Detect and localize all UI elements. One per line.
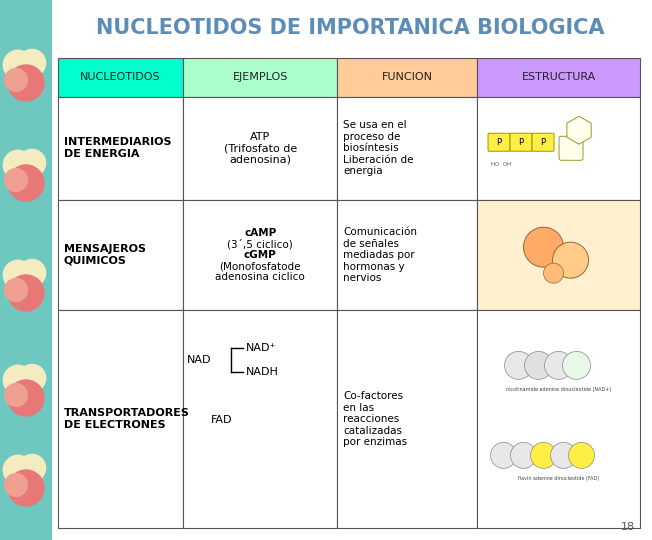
Circle shape <box>4 68 28 92</box>
Bar <box>58 97 183 200</box>
Text: HO  OH: HO OH <box>491 162 511 167</box>
Text: P: P <box>496 138 501 147</box>
Circle shape <box>18 259 46 287</box>
Text: cGMP: cGMP <box>244 250 276 260</box>
Text: cAMP: cAMP <box>244 228 276 238</box>
Circle shape <box>4 383 28 407</box>
Text: P: P <box>541 138 546 147</box>
Circle shape <box>563 352 591 380</box>
Bar <box>337 200 477 310</box>
Text: NAD⁺: NAD⁺ <box>246 343 276 353</box>
FancyBboxPatch shape <box>559 136 583 160</box>
Circle shape <box>544 352 572 380</box>
Bar <box>477 200 640 310</box>
Bar <box>477 97 640 200</box>
Circle shape <box>3 260 33 291</box>
Bar <box>183 310 337 528</box>
Circle shape <box>7 379 45 417</box>
Text: NUCLEOTIDOS DE IMPORTANICA BIOLOGICA: NUCLEOTIDOS DE IMPORTANICA BIOLOGICA <box>96 18 604 38</box>
Circle shape <box>511 442 537 468</box>
FancyBboxPatch shape <box>488 133 510 151</box>
Text: flavin adenine dinucleotide (FAD): flavin adenine dinucleotide (FAD) <box>518 476 599 481</box>
Text: INTERMEDIARIOS
DE ENERGIA: INTERMEDIARIOS DE ENERGIA <box>64 138 171 159</box>
Circle shape <box>550 442 576 468</box>
Text: nicotinamide adenine dinucleotide (NAD+): nicotinamide adenine dinucleotide (NAD+) <box>506 387 611 392</box>
Text: Se usa en el
proceso de
biosíntesis
Liberación de
energia: Se usa en el proceso de biosíntesis Libe… <box>344 120 414 177</box>
Circle shape <box>505 352 533 380</box>
Circle shape <box>18 148 46 177</box>
FancyBboxPatch shape <box>510 133 532 151</box>
Circle shape <box>490 442 516 468</box>
Circle shape <box>4 473 28 497</box>
Circle shape <box>18 454 46 482</box>
Circle shape <box>3 150 33 180</box>
Circle shape <box>3 364 33 395</box>
Circle shape <box>7 274 45 312</box>
Text: NAD: NAD <box>186 355 211 366</box>
Circle shape <box>4 278 28 302</box>
Circle shape <box>524 227 563 267</box>
Text: NUCLEOTIDOS: NUCLEOTIDOS <box>80 72 161 82</box>
Circle shape <box>3 455 33 485</box>
Text: EJEMPLOS: EJEMPLOS <box>233 72 288 82</box>
Circle shape <box>7 164 45 202</box>
Circle shape <box>7 469 45 507</box>
FancyBboxPatch shape <box>532 133 554 151</box>
Bar <box>183 97 337 200</box>
Bar <box>58 310 183 528</box>
Bar <box>58 58 183 97</box>
Text: (3´,5 ciclico): (3´,5 ciclico) <box>228 239 293 249</box>
Circle shape <box>4 168 28 192</box>
Circle shape <box>3 50 33 80</box>
Bar <box>0 0 52 540</box>
Text: ATP
(Trifosfato de
adenosina): ATP (Trifosfato de adenosina) <box>224 132 297 165</box>
Text: TRANSPORTADORES
DE ELECTRONES: TRANSPORTADORES DE ELECTRONES <box>64 408 190 430</box>
Circle shape <box>552 242 589 278</box>
Bar <box>337 310 477 528</box>
Bar <box>337 97 477 200</box>
Text: ESTRUCTURA: ESTRUCTURA <box>522 72 596 82</box>
Circle shape <box>569 442 595 468</box>
Circle shape <box>544 263 563 283</box>
Text: (Monofosfatode: (Monofosfatode <box>220 261 301 271</box>
Bar <box>183 58 337 97</box>
Circle shape <box>18 364 46 392</box>
Circle shape <box>7 64 45 102</box>
Text: Comunicación
de señales
mediadas por
hormonas y
nervios: Comunicación de señales mediadas por hor… <box>344 227 417 284</box>
Circle shape <box>524 352 552 380</box>
Circle shape <box>531 442 557 468</box>
Text: Co-factores
en las
reacciones
catalizadas
por enzimas: Co-factores en las reacciones catalizada… <box>344 391 408 448</box>
Text: adenosina ciclico: adenosina ciclico <box>215 272 305 282</box>
Text: FAD: FAD <box>211 415 233 426</box>
Circle shape <box>18 49 46 77</box>
Bar <box>183 200 337 310</box>
Bar <box>337 58 477 97</box>
Text: NADH: NADH <box>246 367 279 377</box>
Bar <box>477 58 640 97</box>
Bar <box>58 200 183 310</box>
Text: FUNCION: FUNCION <box>381 72 433 82</box>
Text: P: P <box>518 138 524 147</box>
Text: 18: 18 <box>621 522 635 532</box>
Text: MENSAJEROS
QUIMICOS: MENSAJEROS QUIMICOS <box>64 245 146 266</box>
Bar <box>477 310 640 528</box>
